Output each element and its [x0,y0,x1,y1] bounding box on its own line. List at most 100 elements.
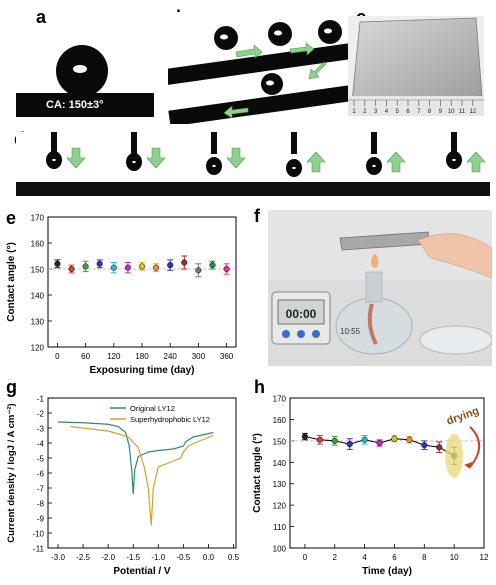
y-tick-label: 130 [31,318,45,327]
rolling-droplet-photo-b: RA: 8±2° [168,12,350,124]
chart-e: 120 130 140 150 160 170 0 60 120 180 240 300 360 Expo… [6,214,237,376]
x-axis-label: Potential / V [113,566,171,577]
arrow-up-icon [386,151,406,173]
data-point [110,264,117,271]
data-point [195,267,202,274]
y-tick-label: -11 [33,545,45,554]
data-point [68,265,75,273]
ruler-number: 6 [406,109,410,115]
data-point [391,435,398,442]
x-axis-label: Exposuring time (day) [89,365,194,376]
x-tick-label: 6 [392,553,397,562]
droplet-highlight [52,159,56,161]
data-point [181,259,188,266]
ruler-number: 8 [428,109,432,115]
y-tick-label: -5 [37,455,45,464]
x-tick-label: 4 [362,553,367,562]
y-tick-label: 170 [31,214,45,223]
drying-highlight [445,433,464,478]
y-tick-label: 130 [273,480,287,489]
y-tick-label: 160 [31,240,45,249]
drying-annotation: drying [445,405,481,428]
droplet-highlight [212,165,216,167]
ruler-number: 5 [396,109,400,115]
x-axis-label: Time (day) [362,566,412,577]
chart-g: -1 -2 -3 -4 -5 -6 -7 -8 -9 -10 -11 -3.0 -2.5 -2.0 -1.5… [6,395,240,578]
data-point [223,265,230,273]
x-tick-label: -2.0 [101,553,115,562]
ruler-ticks: 1 2 3 4 5 6 7 8 9 10 11 12 [352,100,477,115]
ruler-number: 4 [385,109,389,115]
data-point [436,444,443,451]
rolling-angle-caption: RA: 8±2° [172,48,218,60]
coated-plate-photo-c: 1 2 3 4 5 6 7 8 9 10 11 12 [348,16,484,116]
y-tick-label: -7 [37,485,45,494]
x-tick-label: 2 [333,553,338,562]
x-tick-label: 10 [450,553,459,562]
data-point [316,436,323,443]
droplet-highlight [292,167,296,169]
arrowhead-icon [464,461,473,469]
ruler-number: 1 [352,109,356,115]
heating-setup-photo-f: 00:00 10:55 [268,210,492,366]
panel-label-g: g [6,377,17,397]
contact-angle-caption: CA: 150±3° [46,99,104,111]
x-tick-label: -0.5 [176,553,190,562]
x-tick-label: 360 [220,352,234,361]
y-axis-label: Contact angle (°) [6,242,17,322]
x-tick-label: 8 [422,553,427,562]
panel-label-e: e [6,208,17,228]
y-tick-label: 120 [273,502,287,511]
x-tick-label: 0 [303,553,308,562]
data-point [82,263,89,270]
data-point [153,264,160,271]
y-tick-label: 140 [273,459,287,468]
ruler-number: 2 [363,109,367,115]
y-axis-label: Current density / logJ / A cm⁻²) [6,403,17,542]
y-tick-label: 140 [31,292,45,301]
needle [131,132,137,154]
y-tick-label: -10 [32,530,44,539]
ruler-number: 7 [417,109,421,115]
droplet-highlight [452,159,456,161]
legend-label: Original LY12 [130,404,175,413]
series-line-2 [70,425,214,526]
data-point [124,264,131,271]
arrow-up-icon [466,151,486,173]
y-tick-label: 110 [273,523,286,532]
y-tick-label: 170 [273,395,287,404]
y-tick-label: 150 [273,437,287,446]
data-point [346,441,353,448]
series-line-1 [58,421,214,495]
needle [211,132,217,154]
x-tick-label: -3.0 [51,553,65,562]
x-tick-label: 180 [135,352,149,361]
data-point [421,442,428,449]
data-point [167,262,174,269]
data-point [96,260,103,267]
needle [291,132,297,154]
ruler-number: 3 [374,109,378,115]
needle [371,132,377,154]
data-point [331,437,338,444]
y-axis-label: Contact angle (°) [252,433,263,513]
droplet-photo-a: CA: 150±3° [16,33,154,117]
y-tick-label: 150 [31,266,45,275]
y-tick-label: -3 [37,425,45,434]
x-tick-label: 60 [81,352,90,361]
y-tick-label: 160 [273,416,287,425]
x-tick-label: 0.0 [203,553,215,562]
y-tick-label: -2 [37,410,45,419]
data-point [301,433,308,440]
panel-label-a: a [36,7,47,27]
arrow-up-icon [306,151,326,173]
x-tick-label: 300 [192,352,206,361]
x-tick-label: 12 [480,553,489,562]
curved-arrow-icon [469,426,481,468]
data-point [138,263,146,270]
ruler-number: 9 [439,109,443,115]
chart-h: 100 110 120 130 140 150 160 170 0 2 4 6 8 10 12 Time (d… [252,395,489,578]
y-tick-label: -8 [37,500,45,509]
clock-display: 10:55 [340,327,361,336]
plot-frame [289,397,485,549]
